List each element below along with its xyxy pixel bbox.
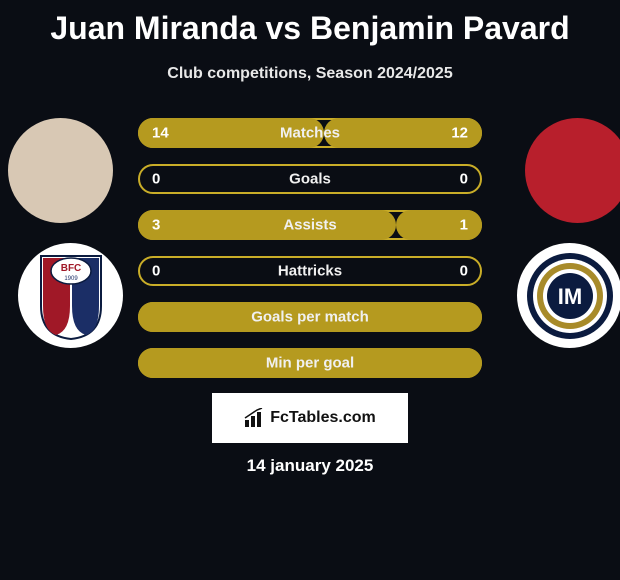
stat-label: Goals per match — [251, 309, 369, 326]
fctables-logo: FcTables.com — [212, 393, 408, 443]
club-badge-right: IM — [517, 243, 620, 348]
logo-text: FcTables.com — [270, 409, 376, 427]
bologna-badge-icon: BFC 1909 — [36, 251, 106, 341]
stat-left-value: 0 — [152, 263, 160, 280]
svg-text:1909: 1909 — [64, 276, 78, 282]
stat-label: Goals — [289, 171, 331, 188]
stat-left-value: 14 — [152, 125, 169, 142]
stat-row: 0 0 Goals — [138, 164, 482, 194]
player-left-avatar — [8, 118, 113, 223]
stat-row: 0 0 Hattricks — [138, 256, 482, 286]
stat-right-value: 0 — [460, 171, 468, 188]
player-right-avatar — [525, 118, 620, 223]
svg-text:IM: IM — [557, 284, 581, 309]
stat-right-value: 0 — [460, 263, 468, 280]
page-title: Juan Miranda vs Benjamin Pavard — [0, 0, 620, 47]
stat-right-value: 12 — [451, 125, 468, 142]
stat-row: Goals per match — [138, 302, 482, 332]
stat-row: 3 1 Assists — [138, 210, 482, 240]
stat-label: Matches — [280, 125, 340, 142]
stat-left-value: 0 — [152, 171, 160, 188]
stats-bars: 14 12 Matches 0 0 Goals 3 1 Assists 0 0 Hattricks Go… — [138, 118, 482, 394]
stat-label: Min per goal — [266, 355, 354, 372]
stat-row: Min per goal — [138, 348, 482, 378]
club-badge-left: BFC 1909 — [18, 243, 123, 348]
stat-right-value: 1 — [460, 217, 468, 234]
stat-label: Assists — [283, 217, 336, 234]
stat-bar-fill-left — [138, 210, 396, 240]
inter-badge-icon: IM — [525, 251, 615, 341]
chart-icon — [244, 408, 264, 428]
stat-row: 14 12 Matches — [138, 118, 482, 148]
stat-left-value: 3 — [152, 217, 160, 234]
stat-bar-fill-right — [396, 210, 482, 240]
svg-text:BFC: BFC — [60, 263, 81, 274]
subtitle: Club competitions, Season 2024/2025 — [0, 65, 620, 83]
stat-label: Hattricks — [278, 263, 342, 280]
date-text: 14 january 2025 — [247, 456, 374, 476]
